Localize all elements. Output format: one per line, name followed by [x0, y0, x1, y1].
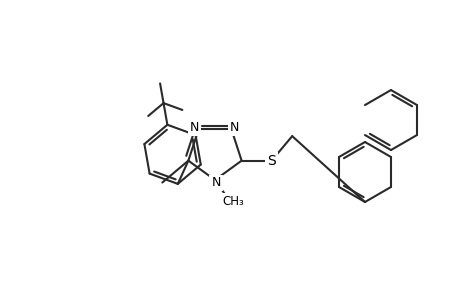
Text: N: N: [190, 121, 199, 134]
Text: N: N: [211, 176, 220, 190]
Text: CH₃: CH₃: [222, 194, 244, 208]
Text: N: N: [230, 121, 239, 134]
Text: S: S: [267, 154, 275, 168]
